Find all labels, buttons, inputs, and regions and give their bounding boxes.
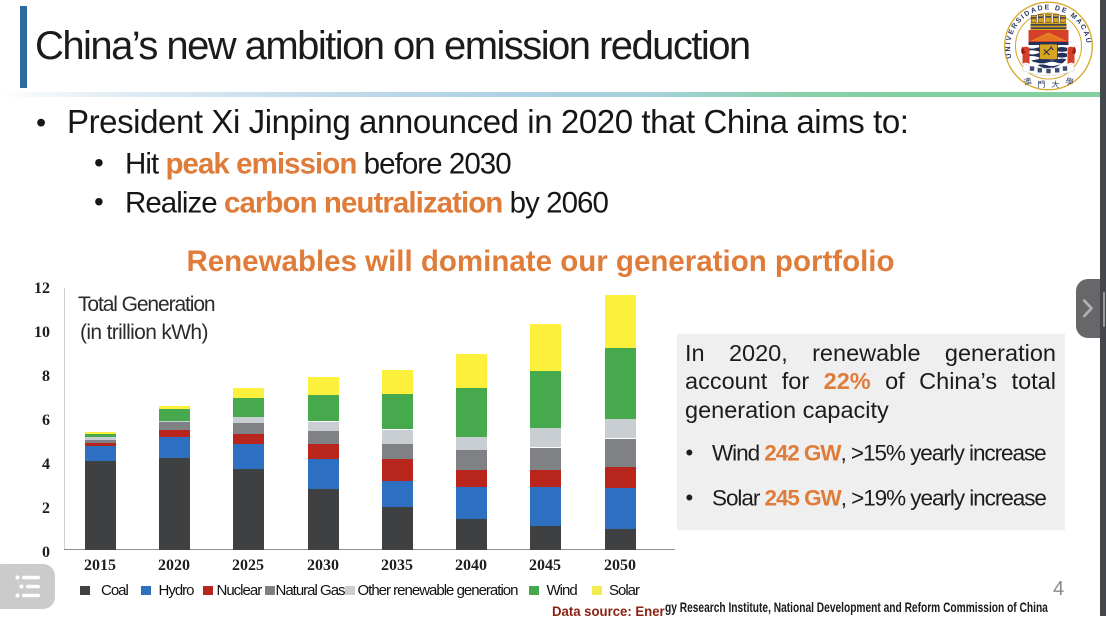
svg-text:澳: 澳 — [1022, 76, 1032, 88]
svg-text:學: 學 — [1064, 76, 1074, 88]
svg-text:大: 大 — [1051, 79, 1060, 90]
svg-text:門: 門 — [1037, 80, 1046, 90]
